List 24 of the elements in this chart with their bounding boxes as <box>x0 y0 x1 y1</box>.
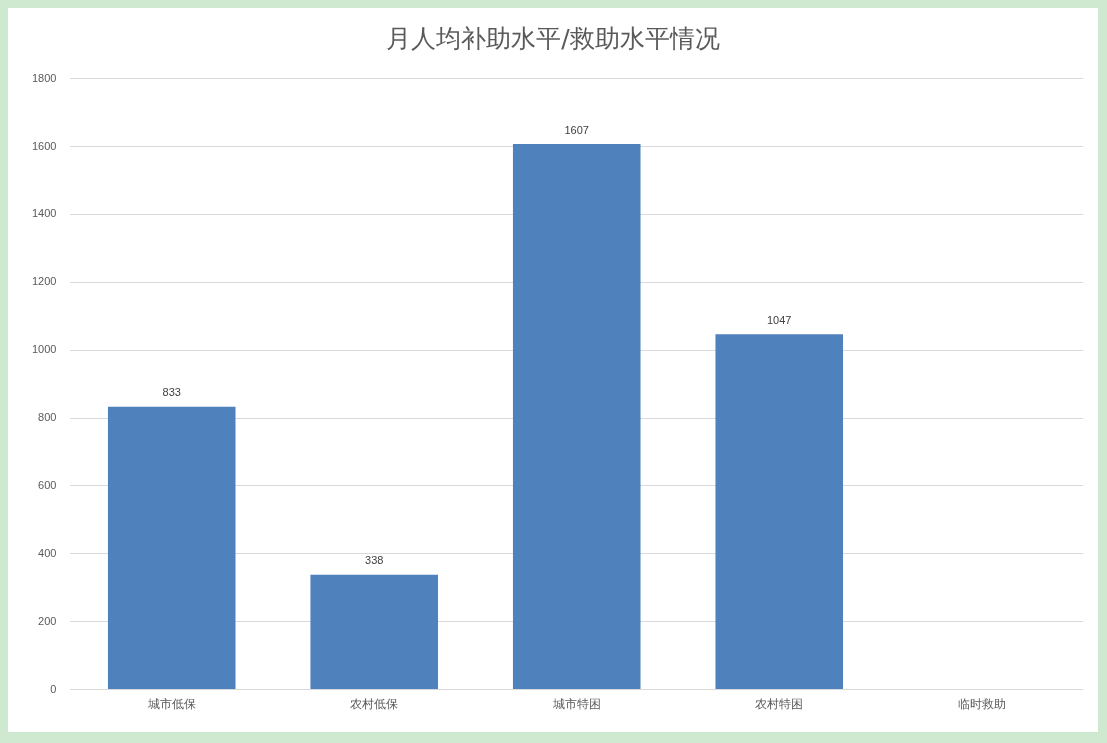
bar <box>107 406 236 690</box>
y-tick-label: 200 <box>38 614 57 627</box>
x-tick-label: 农村低保 <box>350 697 399 712</box>
y-tick-label: 400 <box>38 546 57 559</box>
chart-title: 月人均补助水平/救助水平情况 <box>385 23 721 55</box>
data-label: 833 <box>162 386 181 399</box>
x-tick-label: 城市特困 <box>551 697 601 712</box>
y-tick-label: 1600 <box>31 139 57 152</box>
y-tick-label: 1400 <box>31 207 57 220</box>
bar <box>715 334 844 690</box>
bar <box>310 574 439 690</box>
bar <box>512 144 641 690</box>
y-tick-label: 1000 <box>31 343 57 356</box>
y-tick-label: 1200 <box>31 275 57 288</box>
y-tick-label: 1800 <box>31 71 57 84</box>
x-tick-label: 农村特困 <box>755 697 804 712</box>
y-tick-label: 0 <box>50 682 57 695</box>
data-label: 1047 <box>767 313 792 326</box>
x-tick-label: 临时救助 <box>957 697 1006 712</box>
x-tick-label: 城市低保 <box>146 697 196 712</box>
y-tick-label: 600 <box>38 478 57 491</box>
y-tick-label: 800 <box>38 411 57 424</box>
data-label: 1607 <box>564 123 589 136</box>
data-label: 338 <box>365 554 384 567</box>
